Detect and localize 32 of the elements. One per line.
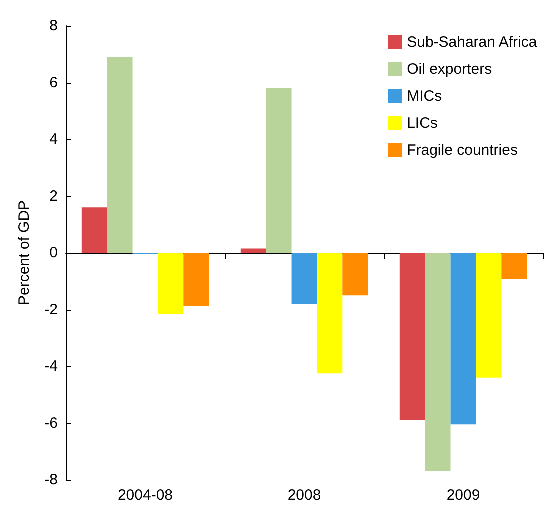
bar: [292, 253, 318, 304]
bar: [502, 253, 528, 280]
bar: [400, 253, 426, 420]
bar: [317, 253, 343, 374]
bar: [240, 248, 266, 253]
bar: [107, 57, 133, 253]
x-tick-label: 2009: [446, 487, 480, 504]
y-tick-label: 0: [50, 244, 58, 262]
y-tick-label: 8: [50, 18, 58, 34]
legend-label: LICs: [407, 115, 438, 132]
bar: [450, 253, 476, 425]
y-tick-label: 6: [50, 74, 58, 92]
x-tick-label: 2004-08: [118, 487, 174, 504]
y-tick-label: -8: [44, 472, 58, 488]
x-tick-label: 2008: [288, 487, 322, 504]
y-tick-label: -6: [44, 414, 58, 432]
y-tick-label: -4: [44, 358, 58, 375]
y-axis-title: Percent of GDP: [16, 200, 33, 306]
y-tick-label: 2: [50, 188, 58, 205]
legend-label: MICs: [407, 88, 442, 105]
bar: [158, 253, 184, 314]
bar: [425, 253, 451, 472]
y-tick-label: -2: [44, 301, 58, 318]
legend-label: Sub-Saharan Africa: [407, 34, 538, 51]
legend-label: Fragile countries: [407, 142, 518, 159]
bar: [184, 253, 210, 306]
bar: [476, 253, 502, 378]
y-tick-label: 4: [50, 131, 58, 148]
bar: [266, 88, 292, 253]
bar: [342, 253, 368, 296]
bar: [82, 208, 108, 253]
legend-label: Oil exporters: [407, 61, 492, 78]
